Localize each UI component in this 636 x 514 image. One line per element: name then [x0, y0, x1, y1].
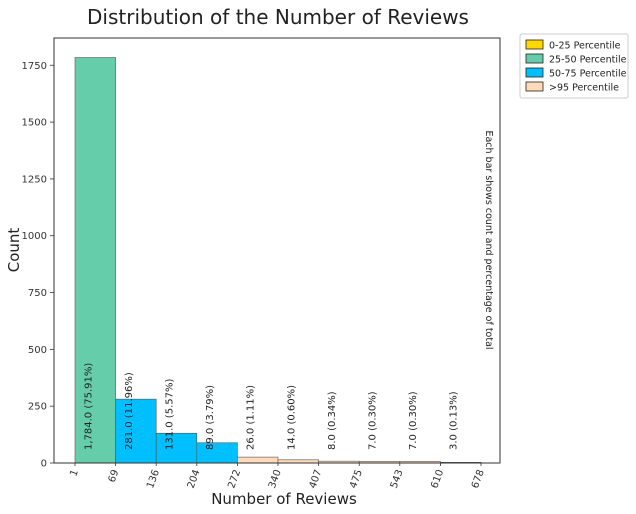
y-tick-label: 1250 — [22, 174, 47, 185]
bar-value-label: 3.0 (0.13%) — [449, 391, 460, 450]
bar-value-label: 7.0 (0.30%) — [408, 391, 419, 450]
histogram-bar — [115, 398, 157, 464]
y-tick-label: 1750 — [22, 61, 47, 72]
bar-value-label: 131.0 (5.57%) — [165, 379, 176, 450]
x-tick-label: 678 — [470, 468, 487, 490]
legend-swatch — [525, 67, 544, 78]
y-axis-label: Count — [5, 228, 23, 273]
histogram-bar — [196, 442, 238, 464]
legend-swatch — [525, 39, 544, 50]
legend-label: 0-25 Percentile — [549, 41, 621, 52]
legend-swatch — [525, 53, 544, 64]
x-tick-label: 407 — [308, 468, 325, 490]
histogram-bar — [74, 57, 116, 464]
y-tick-label: 0 — [41, 459, 47, 470]
y-tick-label: 1500 — [22, 118, 47, 129]
x-tick-label: 475 — [348, 468, 365, 490]
x-tick-label: 204 — [186, 468, 203, 490]
y-tick-label: 750 — [28, 288, 47, 299]
x-tick-label: 610 — [429, 468, 446, 490]
y-tick-label: 1000 — [22, 231, 47, 242]
x-axis-label: Number of Reviews — [211, 490, 357, 508]
legend-swatch — [525, 81, 544, 92]
legend-label: >95 Percentile — [549, 83, 619, 94]
bar-value-label: 1,784.0 (75.91%) — [83, 363, 94, 450]
legend: 0-25 Percentile 25-50 Percentile 50-75 Per… — [519, 33, 629, 99]
annotation-note: Each bar shows count and percentage of t… — [483, 130, 494, 349]
x-tick-label: 272 — [226, 468, 243, 490]
bar-value-label: 7.0 (0.30%) — [368, 391, 379, 450]
bar-value-label: 14.0 (0.60%) — [286, 385, 297, 450]
histogram-bar — [155, 432, 198, 464]
bar-value-label: 26.0 (1.11%) — [246, 385, 257, 450]
bar-value-label: 89.0 (3.79%) — [205, 385, 216, 450]
y-tick-label: 250 — [28, 402, 47, 413]
x-tick-label: 69 — [107, 468, 122, 484]
x-tick-label: 136 — [145, 468, 162, 490]
plot-frame — [53, 37, 501, 464]
x-tick-label: 543 — [389, 468, 406, 490]
x-tick-label: 340 — [267, 468, 284, 490]
x-tick-label: 1 — [68, 468, 81, 478]
histogram-bar — [237, 456, 279, 464]
bar-value-label: 281.0 (11.96%) — [124, 372, 135, 450]
bar-value-label: 8.0 (0.34%) — [327, 391, 338, 450]
legend-frame — [519, 33, 629, 99]
chart-title: Distribution of the Number of Reviews — [87, 5, 469, 29]
legend-label: 50-75 Percentile — [549, 69, 627, 80]
y-tick-label: 500 — [28, 345, 47, 356]
legend-label: 25-50 Percentile — [549, 55, 627, 66]
